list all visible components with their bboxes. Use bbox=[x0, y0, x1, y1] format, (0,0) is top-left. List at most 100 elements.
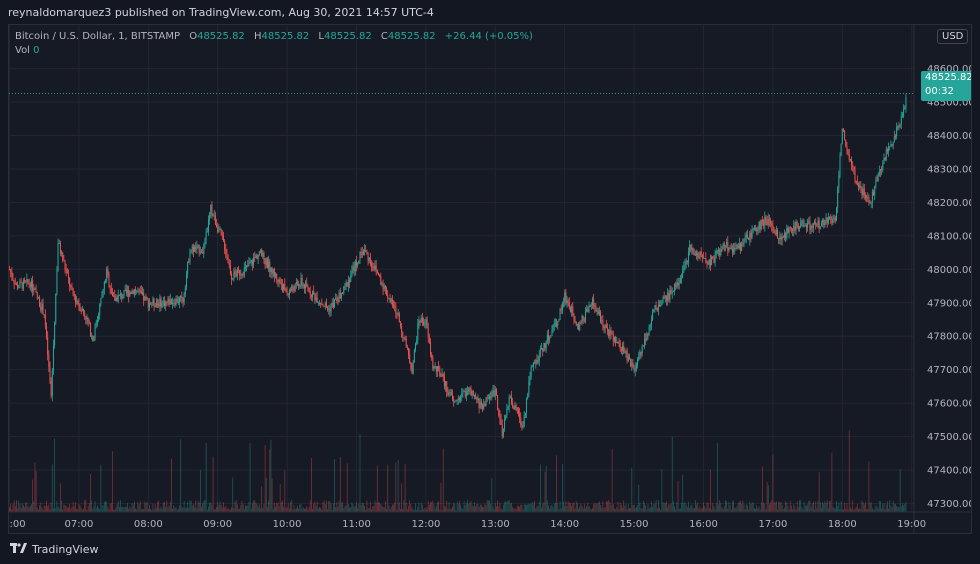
volume-bar bbox=[501, 509, 503, 512]
volume-bar bbox=[86, 509, 88, 512]
volume-bar bbox=[840, 501, 842, 512]
candle-body bbox=[605, 325, 607, 328]
candle-body bbox=[687, 252, 689, 262]
volume-bar bbox=[83, 509, 84, 512]
volume-bar bbox=[791, 505, 792, 512]
volume-bar bbox=[481, 504, 482, 512]
volume-bar bbox=[863, 504, 865, 512]
candle-body bbox=[596, 310, 598, 312]
candle-body bbox=[781, 236, 783, 240]
candle-body bbox=[655, 305, 657, 308]
candle-body bbox=[380, 276, 382, 285]
volume-bar bbox=[760, 502, 762, 512]
candle-body bbox=[353, 266, 355, 272]
candle-body bbox=[41, 303, 43, 310]
candle-body bbox=[583, 320, 585, 322]
candle-body bbox=[892, 141, 894, 146]
candle-body bbox=[679, 278, 681, 284]
volume-bar bbox=[314, 501, 316, 512]
volume-bar bbox=[223, 502, 224, 512]
volume-bar bbox=[705, 508, 707, 512]
volume-bar bbox=[529, 503, 531, 512]
footer-brand[interactable]: TradingView bbox=[10, 543, 98, 556]
candle-body bbox=[89, 323, 91, 337]
volume-bar bbox=[778, 501, 780, 512]
volume-bar bbox=[618, 509, 620, 512]
candle-body bbox=[793, 226, 795, 231]
volume-bar bbox=[410, 503, 412, 512]
candle-body bbox=[650, 320, 652, 326]
currency-button[interactable]: USD bbox=[937, 29, 969, 44]
candle-body bbox=[62, 252, 64, 261]
volume-bar bbox=[538, 501, 540, 512]
chart-panel[interactable]: 48600.00 48500.00 48400.00 48300.00 48200.00… bbox=[8, 24, 972, 534]
volume-bar bbox=[341, 503, 342, 512]
candle-body bbox=[741, 243, 743, 251]
candle-body bbox=[477, 398, 479, 400]
volume-bar bbox=[487, 500, 489, 512]
volume-bar bbox=[579, 506, 581, 512]
volume-bar bbox=[33, 501, 35, 512]
candle-body bbox=[150, 303, 152, 305]
candle-body bbox=[508, 396, 510, 408]
volume-bar bbox=[18, 500, 20, 512]
y-tick-label: 47900.00 bbox=[927, 298, 972, 309]
candle-body bbox=[87, 317, 89, 323]
candle-body bbox=[840, 144, 842, 156]
volume-bar bbox=[353, 507, 355, 512]
candle-body bbox=[854, 170, 856, 181]
candle-body bbox=[335, 298, 337, 300]
volume-bar bbox=[482, 507, 483, 512]
volume-bar bbox=[645, 505, 647, 512]
volume-bar bbox=[782, 509, 784, 512]
candle-body bbox=[239, 270, 241, 276]
volume-bar bbox=[565, 501, 567, 512]
candle-body bbox=[472, 390, 474, 396]
volume-bar bbox=[732, 501, 733, 512]
candlestick-chart[interactable]: 48600.0048500.0048400.0048300.0048200.00… bbox=[9, 25, 972, 534]
candle-body bbox=[708, 259, 710, 265]
volume-bar bbox=[99, 508, 101, 512]
candle-body bbox=[439, 368, 441, 377]
volume-bar bbox=[349, 507, 350, 512]
volume-bar bbox=[46, 500, 47, 512]
volume-bar bbox=[26, 502, 28, 512]
candle-body bbox=[795, 221, 797, 231]
volume-bar bbox=[742, 500, 744, 512]
volume-bar bbox=[846, 503, 848, 512]
volume-bar bbox=[719, 500, 721, 512]
candle-body bbox=[225, 249, 227, 254]
volume-bar bbox=[753, 508, 755, 512]
candle-body bbox=[582, 315, 584, 321]
volume-bar bbox=[809, 500, 811, 512]
candle-body bbox=[799, 227, 801, 229]
volume-bar bbox=[401, 483, 403, 512]
volume-bar bbox=[387, 464, 389, 512]
candle-body bbox=[369, 257, 371, 263]
volume-bar bbox=[867, 508, 869, 512]
candle-body bbox=[686, 261, 688, 263]
candle-body bbox=[290, 289, 292, 291]
candle-body bbox=[665, 296, 667, 300]
volume-bar bbox=[109, 503, 111, 512]
candle-body bbox=[160, 298, 162, 308]
candle-body bbox=[476, 397, 478, 400]
candle-body bbox=[281, 284, 283, 291]
volume-bar bbox=[282, 500, 283, 512]
candle-body bbox=[131, 290, 133, 294]
volume-bar bbox=[553, 503, 555, 512]
candle-body bbox=[402, 332, 404, 338]
candle-body bbox=[808, 221, 810, 224]
candle-body bbox=[830, 216, 832, 220]
candle-body bbox=[576, 324, 578, 326]
candle-body bbox=[697, 252, 699, 258]
candle-body bbox=[890, 144, 892, 147]
candle-body bbox=[746, 234, 748, 238]
candle-body bbox=[753, 228, 755, 230]
candle-body bbox=[831, 219, 833, 223]
candle-body bbox=[303, 284, 305, 289]
volume-bar bbox=[670, 503, 672, 512]
volume-bar bbox=[646, 509, 648, 512]
volume-bar bbox=[696, 504, 697, 512]
volume-bar bbox=[152, 503, 154, 512]
